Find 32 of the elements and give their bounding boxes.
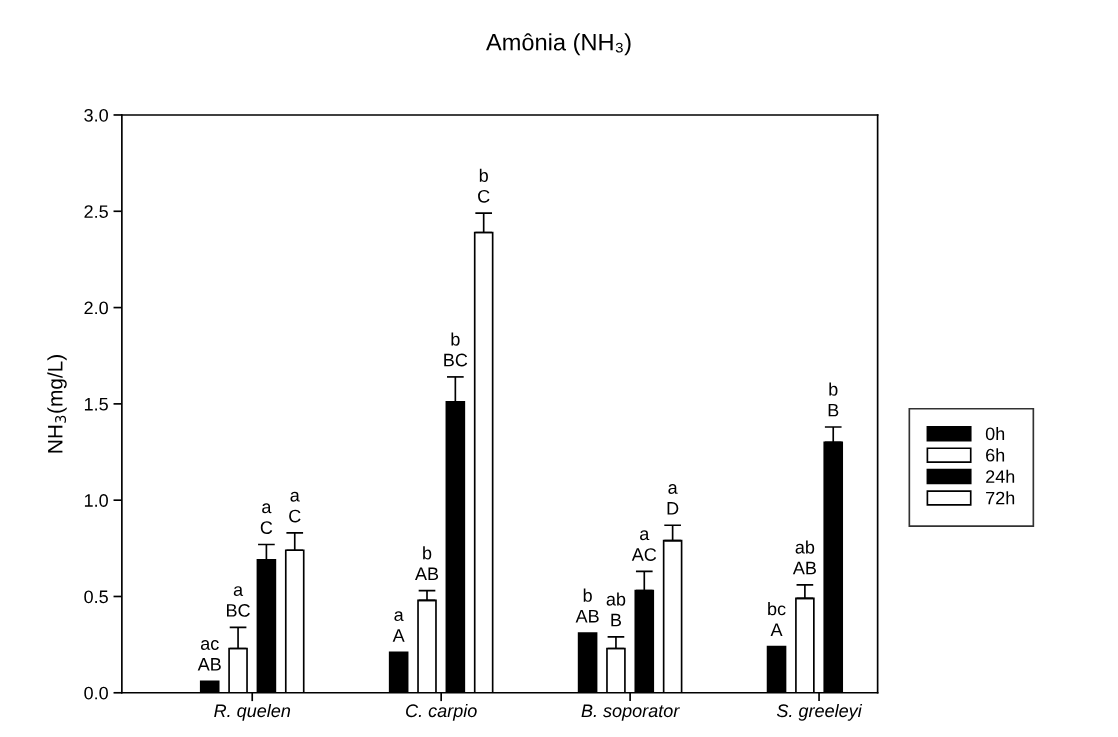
- x-tick-label: S. greeleyi: [776, 703, 863, 721]
- data-label: b B: [828, 382, 839, 417]
- legend-label: 6h: [986, 448, 1005, 462]
- y-tick-label: 2.5: [84, 205, 108, 218]
- data-label: a AC: [631, 530, 657, 561]
- legend-label: 72h: [986, 491, 1015, 505]
- data-label: b AB: [415, 546, 439, 581]
- y-tick-label: 0.0: [84, 686, 108, 700]
- data-label: ab B: [606, 592, 626, 627]
- y-tick-label: 0.5: [84, 590, 108, 604]
- y-tick-label: 1.0: [84, 494, 108, 507]
- y-tick-label: 2.0: [84, 301, 108, 315]
- x-tick-label: R. quelen: [214, 703, 291, 721]
- data-label: ac AB: [197, 640, 221, 671]
- data-label: b BC: [444, 332, 468, 367]
- data-label: ab AB: [792, 540, 816, 575]
- data-label: a BC: [227, 586, 250, 617]
- data-label: b AB: [575, 588, 599, 623]
- chart-title: Amônia (NH₃): [486, 33, 631, 56]
- x-tick-label: B. soporator: [581, 704, 680, 721]
- data-label: bc A: [768, 602, 786, 636]
- y-tick-label: 3.0: [84, 108, 108, 122]
- x-tick-label: C. carpio: [406, 703, 477, 721]
- legend-label: 24h: [986, 469, 1015, 483]
- data-label: a A: [392, 611, 405, 642]
- y-tick-label: 1.5: [84, 398, 108, 411]
- data-label: a C: [260, 503, 273, 534]
- data-label: a C: [289, 491, 301, 523]
- y-axis-title: NH$_{3}$(mg/L): [47, 355, 67, 453]
- data-label: b C: [478, 168, 490, 203]
- legend-label: 0h: [985, 426, 1005, 441]
- data-label: a D: [667, 484, 679, 515]
